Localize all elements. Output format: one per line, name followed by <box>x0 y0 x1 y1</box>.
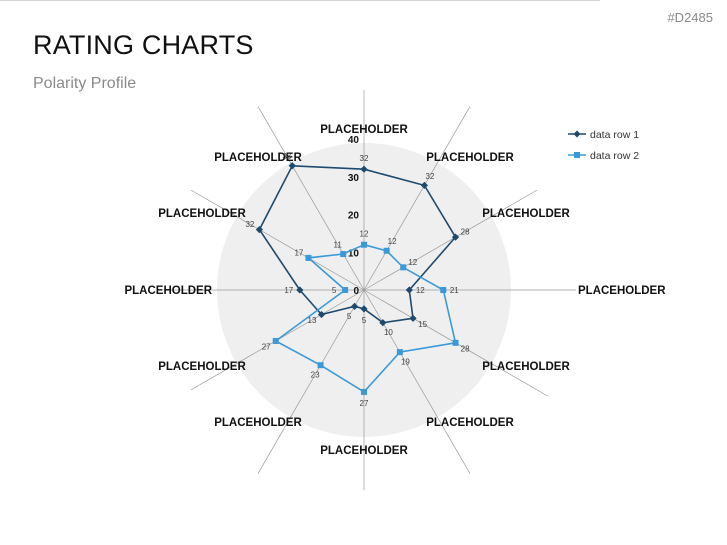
data-point-marker <box>255 226 263 234</box>
category-label: PLACEHOLDER <box>482 361 570 373</box>
category-label: PLACEHOLDER <box>426 417 514 429</box>
category-label: PLACEHOLDER <box>214 152 302 164</box>
data-value-label: 32 <box>245 220 254 229</box>
data-value-label: 28 <box>461 344 470 353</box>
category-label: PLACEHOLDER <box>158 361 246 373</box>
data-point-marker <box>361 241 367 248</box>
data-point-marker <box>272 337 279 344</box>
legend-entry: data row 2 <box>590 150 639 162</box>
slide-id: #D2485 <box>667 10 713 25</box>
data-value-label: 13 <box>308 316 317 325</box>
data-point-marker <box>405 286 413 294</box>
data-point-marker <box>350 302 359 310</box>
data-point-marker <box>288 162 296 170</box>
data-value-label: 38 <box>282 152 291 161</box>
scale-tick-label: 10 <box>348 248 360 259</box>
data-value-label: 28 <box>461 228 470 237</box>
slide-title: RATING CHARTS <box>33 30 254 60</box>
data-point-marker <box>305 254 312 261</box>
scale-tick-label: 30 <box>348 173 360 184</box>
category-label: PLACEHOLDER <box>320 445 408 457</box>
scale-tick-label: 0 <box>353 286 359 297</box>
data-point-marker <box>340 251 347 258</box>
data-value-label: 5 <box>347 312 352 321</box>
data-point-marker <box>317 310 326 319</box>
scale-tick-label: 20 <box>348 211 360 222</box>
slide-subtitle: Polarity Profile <box>33 75 137 92</box>
spoke-line <box>257 106 365 291</box>
data-point-marker <box>361 388 367 395</box>
data-point-marker <box>317 362 324 369</box>
category-label: PLACEHOLDER <box>426 152 514 164</box>
data-point-marker <box>296 286 304 294</box>
top-rule <box>0 0 600 1</box>
spoke-line <box>257 289 365 474</box>
data-value-label: 27 <box>262 343 271 352</box>
data-value-label: 15 <box>418 320 427 329</box>
data-value-label: 32 <box>360 154 369 163</box>
data-value-label: 12 <box>408 258 417 267</box>
data-point-marker <box>342 287 349 293</box>
data-point-marker <box>440 287 447 293</box>
data-point-marker <box>360 165 368 173</box>
category-label: PLACEHOLDER <box>482 208 570 220</box>
data-value-label: 17 <box>284 286 293 295</box>
data-value-label: 19 <box>401 358 410 367</box>
data-value-label: 11 <box>334 241 343 250</box>
data-value-label: 5 <box>332 286 337 295</box>
category-label: PLACEHOLDER <box>578 285 666 297</box>
data-value-label: 21 <box>450 286 459 295</box>
data-value-label: 23 <box>311 371 320 380</box>
spoke-line <box>363 189 538 291</box>
data-point-marker <box>396 349 403 356</box>
legend-marker <box>573 130 581 138</box>
data-value-label: 32 <box>425 172 434 181</box>
data-point-marker <box>400 264 407 271</box>
category-label: PLACEHOLDER <box>320 124 408 136</box>
spoke-line <box>363 106 471 291</box>
data-value-label: 12 <box>360 230 369 239</box>
data-point-marker <box>383 247 390 254</box>
data-value-label: 10 <box>384 328 393 337</box>
data-point-marker <box>452 339 459 346</box>
data-value-label: 17 <box>294 248 303 257</box>
data-point-marker <box>360 305 368 313</box>
data-point-marker <box>379 319 387 327</box>
data-value-label: 12 <box>388 237 397 246</box>
data-point-marker <box>451 233 460 241</box>
data-value-label: 27 <box>360 399 369 408</box>
legend-marker <box>574 152 580 158</box>
legend-entry: data row 1 <box>590 129 639 141</box>
category-label: PLACEHOLDER <box>214 417 302 429</box>
spoke-line <box>190 189 365 291</box>
data-point-marker <box>409 314 417 322</box>
category-label: PLACEHOLDER <box>124 285 212 297</box>
category-label: PLACEHOLDER <box>158 208 246 220</box>
data-value-label: 5 <box>362 316 367 325</box>
data-value-label: 12 <box>416 286 425 295</box>
scale-tick-label: 40 <box>348 135 360 146</box>
data-point-marker <box>420 181 428 189</box>
